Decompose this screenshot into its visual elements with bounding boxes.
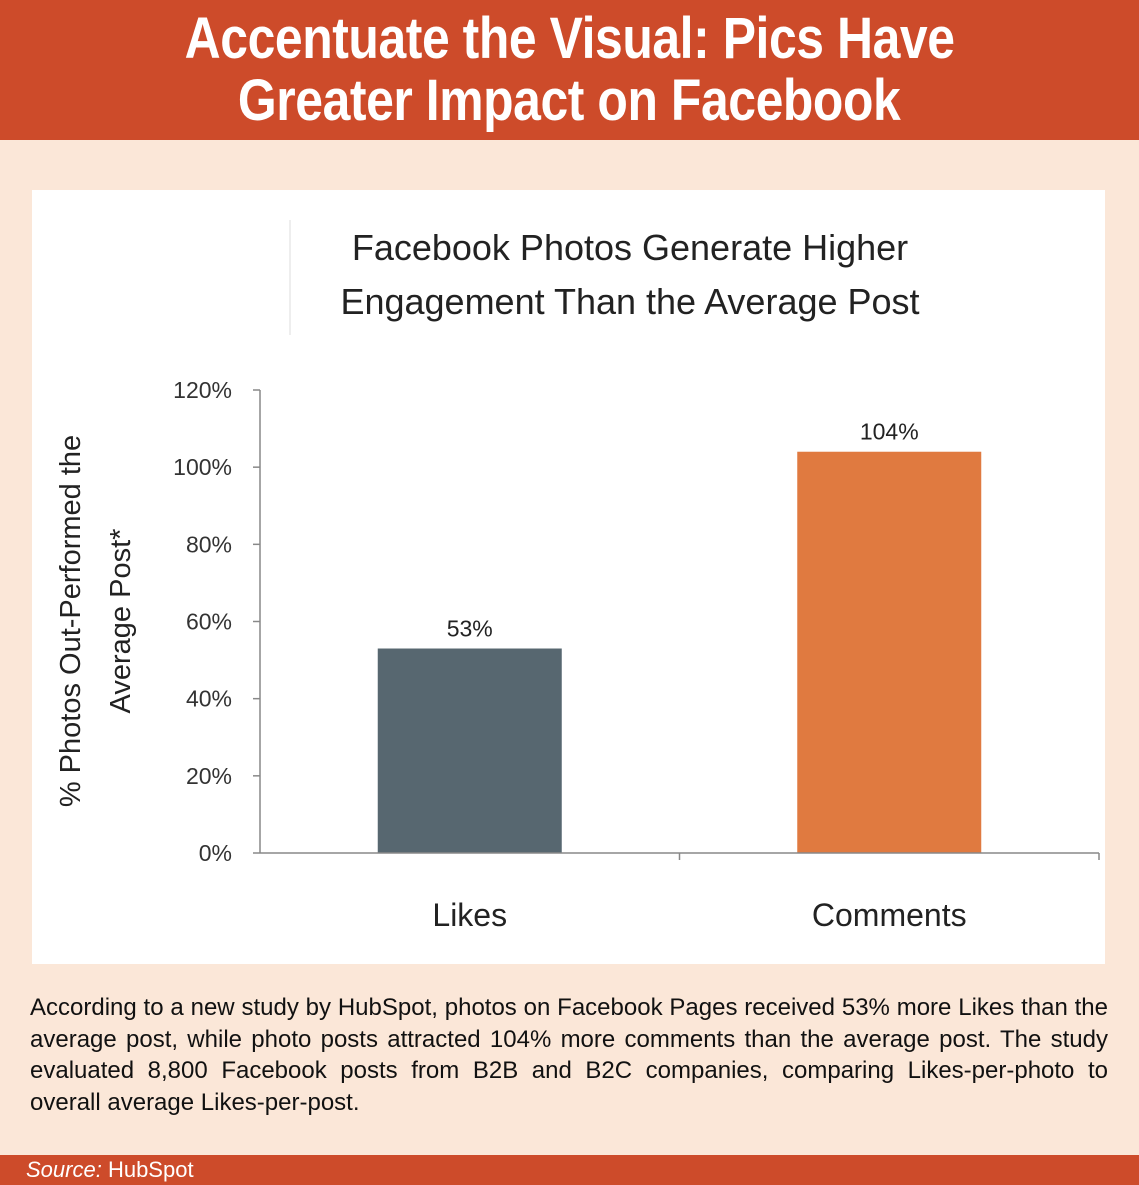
caption-text: According to a new study by HubSpot, pho… xyxy=(30,994,1108,1116)
header-title-line-2: Greater Impact on Facebook xyxy=(238,68,901,133)
bar-chart: Facebook Photos Generate Higher Engagemen… xyxy=(55,220,1100,933)
y-axis-label-line-1: % Photos Out-Performed the xyxy=(55,435,87,807)
source-label: Source: xyxy=(26,1157,102,1182)
x-tick-label-likes: Likes xyxy=(432,897,507,933)
source-footer: Source: HubSpot xyxy=(0,1155,1139,1185)
data-label-comments: 104% xyxy=(860,419,919,445)
y-tick-label: 60% xyxy=(186,609,232,635)
header-title-line-1: Accentuate the Visual: Pics Have xyxy=(184,6,955,71)
y-tick-label: 100% xyxy=(173,454,232,480)
x-tick-label-comments: Comments xyxy=(812,897,967,933)
chart-title-line-1: Facebook Photos Generate Higher xyxy=(352,227,908,268)
chart-panel: Facebook Photos Generate Higher Engagemen… xyxy=(32,190,1105,964)
header-banner: Accentuate the Visual: Pics Have Greater… xyxy=(0,0,1139,140)
y-tick-label: 20% xyxy=(186,763,232,789)
y-tick-label: 120% xyxy=(173,377,232,403)
y-axis-label-line-2: Average Post* xyxy=(105,529,137,714)
y-tick-label: 40% xyxy=(186,686,232,712)
bar-comments xyxy=(797,451,982,853)
y-tick-label: 80% xyxy=(186,531,232,557)
bar-likes xyxy=(377,648,562,853)
source-name: HubSpot xyxy=(107,1157,194,1182)
y-tick-label: 0% xyxy=(199,840,232,866)
chart-title-line-2: Engagement Than the Average Post xyxy=(340,281,919,322)
data-label-likes: 53% xyxy=(447,616,493,642)
